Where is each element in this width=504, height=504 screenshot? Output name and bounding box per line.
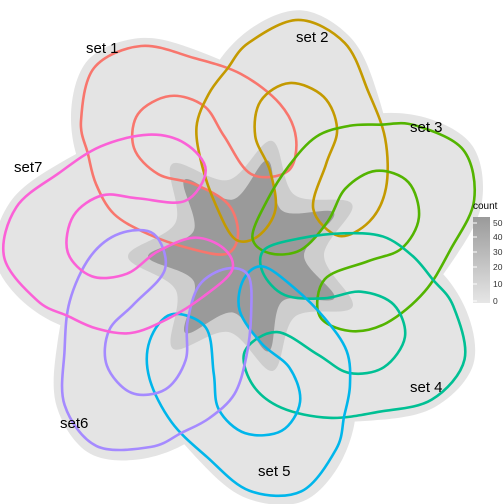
legend-tick-label: 40 <box>493 232 503 242</box>
set-outline-3 <box>251 121 476 333</box>
legend: count 50 40 30 20 10 0 <box>473 201 503 306</box>
set-outlines <box>2 18 476 498</box>
legend-tick-label: 30 <box>493 247 503 257</box>
set-labels: set 1 set 2 set 3 set 4 set 5 set6 set7 <box>14 29 443 480</box>
set-label-6: set6 <box>60 415 88 432</box>
set-outline-5 <box>145 264 352 498</box>
legend-tick-label: 20 <box>493 262 503 272</box>
set-label-3: set 3 <box>410 119 443 136</box>
set-outline-2 <box>195 18 389 243</box>
set-outline-6 <box>60 228 253 452</box>
petal-region-7 <box>0 132 199 332</box>
set-label-7: set7 <box>14 159 42 176</box>
legend-tick-label: 50 <box>493 218 503 228</box>
legend-title: count <box>473 201 498 212</box>
set-label-5: set 5 <box>258 463 291 480</box>
set-label-2: set 2 <box>296 29 329 46</box>
set-label-1: set 1 <box>86 40 119 57</box>
set-label-4: set 4 <box>410 379 443 396</box>
legend-tick-label: 10 <box>493 279 503 289</box>
set-outline-4 <box>242 231 467 420</box>
set-outline-7 <box>2 133 235 335</box>
set-outline-1 <box>79 44 298 256</box>
legend-ticks: 50 40 30 20 10 0 <box>473 218 503 306</box>
legend-tick-label: 0 <box>493 296 498 306</box>
legend-colorbar <box>473 217 490 303</box>
